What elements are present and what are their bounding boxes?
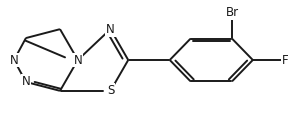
Text: Br: Br [226,6,239,19]
Text: S: S [107,84,114,97]
Text: N: N [21,75,30,88]
Text: F: F [282,54,289,66]
Text: N: N [10,54,18,66]
Text: N: N [106,23,115,36]
Text: N: N [73,54,82,66]
